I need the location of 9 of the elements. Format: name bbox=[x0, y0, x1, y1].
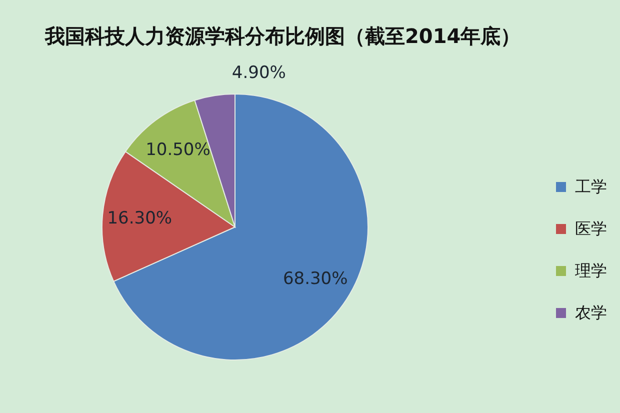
legend-label: 农学 bbox=[575, 303, 607, 322]
data-label: 16.30% bbox=[107, 208, 172, 228]
legend-label: 理学 bbox=[575, 261, 607, 280]
data-label: 10.50% bbox=[146, 140, 210, 160]
data-label: 4.90% bbox=[232, 62, 286, 83]
chart-title: 我国科技人力资源学科分布比例图（截至2014年底） bbox=[44, 24, 521, 48]
data-label: 68.30% bbox=[282, 269, 348, 290]
legend-label: 医学 bbox=[575, 219, 607, 238]
legend-label: 工学 bbox=[575, 177, 607, 196]
